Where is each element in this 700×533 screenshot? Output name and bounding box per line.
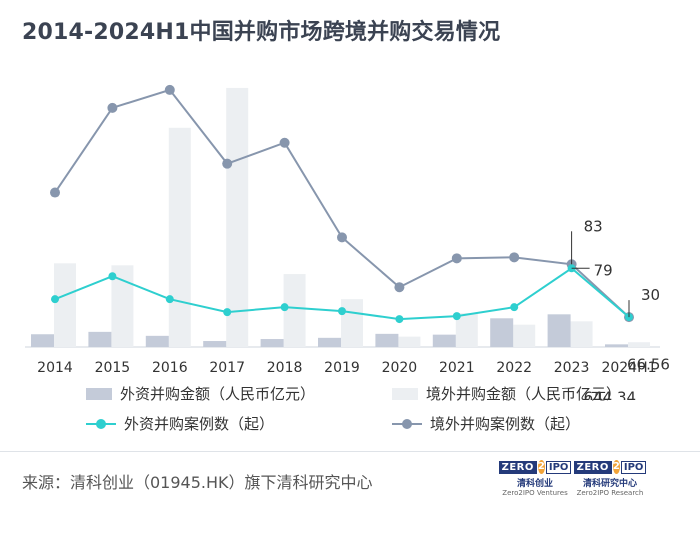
bar-outbound-amount bbox=[628, 342, 650, 347]
point-outbound-cases bbox=[394, 282, 405, 293]
bar-foreign-in-amount bbox=[203, 341, 227, 347]
x-tick-label: 2015 bbox=[95, 360, 131, 376]
point-foreign-in-cases bbox=[395, 315, 404, 324]
bar-outbound-amount bbox=[570, 321, 593, 347]
bar-foreign-in-amount bbox=[318, 337, 341, 347]
legend-line-icon bbox=[86, 418, 116, 430]
bar-foreign-in-amount bbox=[145, 335, 169, 347]
legend-item-foreign-in-cases[interactable]: 外资并购案例数（起） bbox=[86, 413, 274, 434]
x-tick-label: 2021 bbox=[439, 360, 475, 376]
data-label: 66.56 bbox=[627, 355, 670, 373]
source-text: 来源：清科创业（01945.HK）旗下清科研究中心 bbox=[22, 473, 373, 492]
data-label: 30 bbox=[641, 286, 660, 304]
point-foreign-in-cases bbox=[165, 295, 174, 304]
bar-foreign-in-amount bbox=[31, 334, 54, 347]
point-foreign-in-cases bbox=[452, 312, 461, 321]
x-tick-label: 2017 bbox=[209, 360, 245, 376]
x-tick-label: 2020 bbox=[382, 360, 418, 376]
bar-outbound-amount bbox=[111, 265, 134, 347]
legend-label: 外资并购案例数（起） bbox=[124, 415, 275, 433]
bar-outbound-amount bbox=[455, 313, 478, 347]
bar-outbound-amount bbox=[168, 127, 191, 348]
point-outbound-cases bbox=[164, 84, 175, 95]
legend-item-outbound-amount[interactable]: 境外并购金额（人民币亿元） bbox=[392, 383, 621, 404]
bar-foreign-in-amount bbox=[375, 333, 399, 347]
line-outbound-cases bbox=[54, 88, 630, 318]
legend-label: 外资并购金额（人民币亿元） bbox=[120, 385, 316, 403]
bar-foreign-in-amount bbox=[547, 314, 571, 347]
point-foreign-in-cases bbox=[338, 307, 346, 316]
legend-item-foreign-in-amount[interactable]: 外资并购金额（人民币亿元） bbox=[86, 383, 315, 404]
legend-swatch-icon bbox=[86, 387, 112, 400]
x-tick-label: 2022 bbox=[496, 360, 532, 376]
point-foreign-in-cases bbox=[280, 303, 289, 312]
legend-label: 境外并购案例数（起） bbox=[430, 415, 581, 433]
x-tick-label: 2014 bbox=[37, 360, 73, 376]
point-outbound-cases bbox=[451, 253, 462, 264]
point-outbound-cases bbox=[337, 232, 347, 243]
point-outbound-cases bbox=[509, 252, 520, 263]
point-outbound-cases bbox=[107, 102, 118, 113]
footer-divider bbox=[0, 451, 700, 452]
bar-outbound-amount bbox=[513, 324, 536, 347]
x-tick-label: 2023 bbox=[554, 360, 590, 376]
legend-swatch-icon bbox=[392, 387, 418, 400]
data-label: 644.34 bbox=[584, 388, 637, 400]
page-title: 2014-2024H1中国并购市场跨境并购交易情况 bbox=[22, 20, 501, 45]
point-foreign-in-cases bbox=[510, 303, 519, 312]
x-tick-label: 2024H1 bbox=[601, 360, 656, 376]
point-outbound-cases bbox=[50, 187, 60, 198]
x-tick-label: 2019 bbox=[324, 360, 360, 376]
bar-outbound-amount bbox=[54, 263, 76, 347]
bar-outbound-amount bbox=[226, 87, 249, 347]
point-foreign-in-cases bbox=[108, 272, 117, 281]
x-tick-label: 2016 bbox=[152, 360, 188, 376]
bar-foreign-in-amount bbox=[490, 318, 514, 347]
chart: 2014 2015 2016 2017 2018 2019 2020 2021 2022 2023… bbox=[25, 84, 670, 400]
x-tick-label: 2018 bbox=[267, 360, 303, 376]
data-label: 79 bbox=[594, 261, 613, 279]
point-outbound-cases bbox=[222, 158, 233, 169]
zero2ipo-research-logo: ZERO 2 IPO 清科研究中心 Zero2IPO Research bbox=[573, 460, 647, 497]
bar-foreign-in-amount bbox=[432, 334, 456, 347]
bar-outbound-amount bbox=[283, 274, 306, 347]
legend-line-icon bbox=[392, 418, 422, 430]
zero2ipo-ventures-logo: ZERO 2 IPO 清科创业 Zero2IPO Ventures bbox=[498, 460, 572, 497]
legend-item-outbound-cases[interactable]: 境外并购案例数（起） bbox=[392, 413, 580, 434]
legend-label: 境外并购金额（人民币亿元） bbox=[426, 385, 622, 403]
point-foreign-in-cases bbox=[223, 308, 232, 317]
bar-foreign-in-amount bbox=[260, 339, 284, 347]
point-foreign-in-cases bbox=[51, 295, 59, 304]
bar-foreign-in-amount bbox=[88, 331, 112, 347]
bar-outbound-amount bbox=[341, 299, 363, 347]
data-label: 83 bbox=[584, 217, 603, 235]
bar-foreign-in-amount bbox=[605, 344, 628, 347]
point-outbound-cases bbox=[279, 137, 290, 148]
bar-outbound-amount bbox=[398, 336, 421, 347]
